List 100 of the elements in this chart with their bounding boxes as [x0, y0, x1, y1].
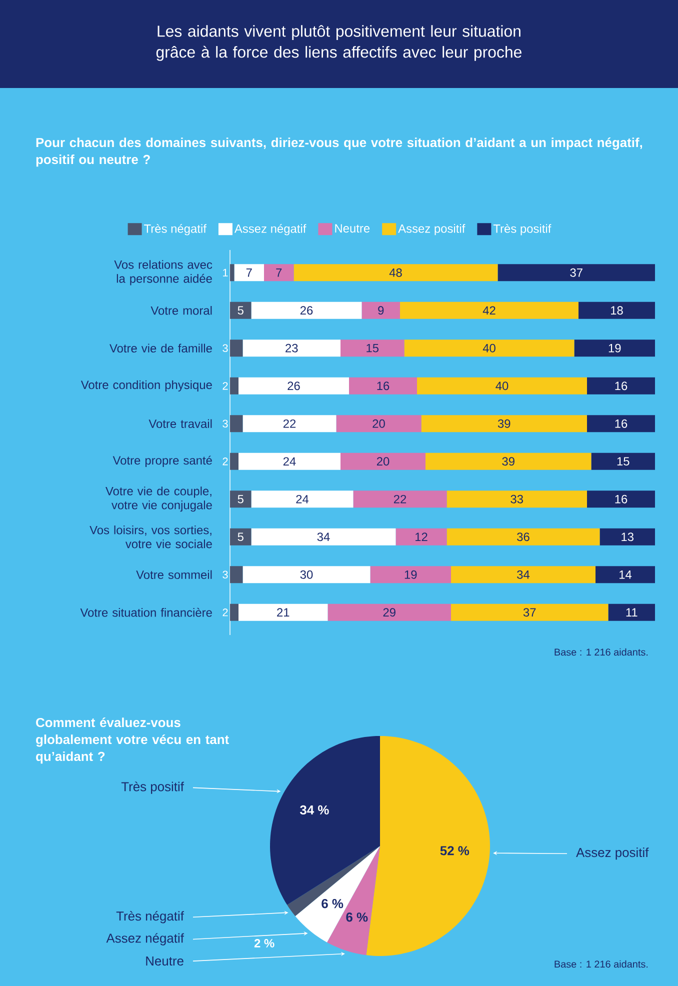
chart-title: Comment évaluez-vous globalement votre vécu en tant qu’aidant ? — [36, 718, 229, 764]
data-label: 22 — [394, 494, 406, 504]
bar — [591, 452, 655, 470]
data-label: 36 — [517, 532, 530, 542]
bar — [362, 302, 400, 319]
bar — [251, 528, 396, 546]
data-label: 12 — [416, 532, 428, 542]
data-label: 9 — [378, 306, 384, 315]
data-label: 6 % — [346, 912, 368, 922]
bar — [230, 490, 252, 508]
y-tick-label: Vos loisirs, vos sorties, votre vie sociale — [90, 526, 212, 548]
legend-label: Très négatif — [144, 224, 206, 236]
data-label: 15 — [617, 457, 630, 466]
bar — [370, 566, 451, 584]
bar — [230, 377, 238, 394]
data-label: 23 — [286, 344, 298, 352]
data-label: 40 — [482, 344, 496, 352]
bar — [451, 566, 596, 584]
bar — [238, 452, 340, 470]
bar — [238, 377, 349, 394]
data-label: 5 — [238, 306, 244, 315]
data-label: 33 — [510, 494, 523, 504]
data-label: 20 — [372, 419, 385, 428]
data-label: 21 — [277, 608, 290, 617]
y-tick-label: Vos relations avec la personne aidée — [114, 260, 212, 286]
data-label: 37 — [570, 268, 582, 277]
bar — [230, 452, 238, 470]
data-label: 40 — [496, 382, 508, 390]
bar — [426, 452, 592, 470]
data-label: 22 — [283, 419, 296, 428]
legend-label: Assez négatif — [234, 224, 306, 236]
bar — [498, 264, 655, 282]
data-label: 1 — [223, 268, 228, 276]
text: Base : 1 216 aidants. — [554, 960, 648, 968]
y-tick-label: Votre condition physique — [80, 380, 212, 392]
data-label: 20 — [376, 457, 390, 466]
data-label: 5 — [238, 494, 244, 504]
bar — [336, 415, 422, 432]
bar — [451, 604, 608, 621]
bar — [230, 264, 234, 282]
bar — [421, 415, 587, 432]
bar — [340, 340, 404, 357]
data-label: 52 % — [440, 846, 470, 856]
data-label: 34 — [517, 570, 530, 579]
bar — [396, 528, 447, 546]
bar — [242, 415, 336, 432]
legend-label: Neutre — [335, 224, 370, 233]
data-label: 13 — [622, 532, 634, 542]
bar — [574, 340, 655, 357]
data-label: 5 — [238, 532, 244, 542]
chart-title: Les aidants vivent plutôt positivement leur situation grâce à la force des liens affectifs avec leur proche — [156, 25, 522, 61]
bar — [404, 340, 574, 357]
bar — [328, 604, 451, 621]
slice-label: Assez négatif — [106, 933, 184, 946]
data-label: 24 — [283, 457, 296, 466]
slice-label: Neutre — [146, 956, 184, 966]
data-label: 34 — [317, 532, 330, 542]
data-label: 7 — [276, 268, 282, 277]
data-label: 29 — [383, 608, 396, 617]
bar — [587, 490, 655, 508]
data-label: 19 — [608, 344, 621, 352]
data-label: 2 — [222, 608, 228, 616]
y-tick-label: Votre travail — [148, 419, 212, 428]
data-label: 16 — [615, 382, 628, 390]
bar — [446, 490, 587, 508]
bar — [340, 452, 426, 470]
legend-label: Très positif — [493, 224, 552, 236]
data-label: 37 — [523, 608, 536, 617]
data-label: 3 — [222, 344, 228, 352]
data-label: 11 — [626, 608, 638, 616]
data-label: 24 — [296, 494, 309, 504]
bar — [230, 566, 243, 584]
data-label: 34 % — [300, 805, 329, 815]
bar — [417, 377, 587, 394]
bar — [587, 415, 655, 432]
data-label: 26 — [300, 306, 313, 315]
bar — [242, 340, 340, 357]
bar — [238, 604, 328, 621]
bar — [230, 415, 243, 432]
bar — [348, 377, 417, 394]
slice-label: Très négatif — [116, 911, 184, 924]
y-tick-label: Votre sommeil — [136, 570, 212, 579]
bar — [251, 302, 362, 319]
bar — [400, 302, 578, 319]
data-label: 3 — [222, 570, 228, 578]
data-label: 6 % — [322, 899, 344, 908]
y-tick-label: Votre moral — [150, 306, 212, 315]
data-label: 42 — [482, 306, 496, 315]
data-label: 16 — [615, 494, 628, 504]
slice-label: Très positif — [121, 782, 184, 794]
data-label: 19 — [404, 570, 417, 579]
data-label: 26 — [288, 382, 300, 390]
bar — [600, 528, 655, 546]
data-label: 3 — [222, 420, 228, 428]
y-tick-label: Votre vie de famille — [110, 344, 212, 353]
bar — [264, 264, 294, 282]
bar — [608, 604, 655, 621]
data-label: 48 — [389, 268, 402, 277]
y-tick-label: Votre situation financière — [80, 608, 212, 617]
bar — [578, 302, 655, 319]
